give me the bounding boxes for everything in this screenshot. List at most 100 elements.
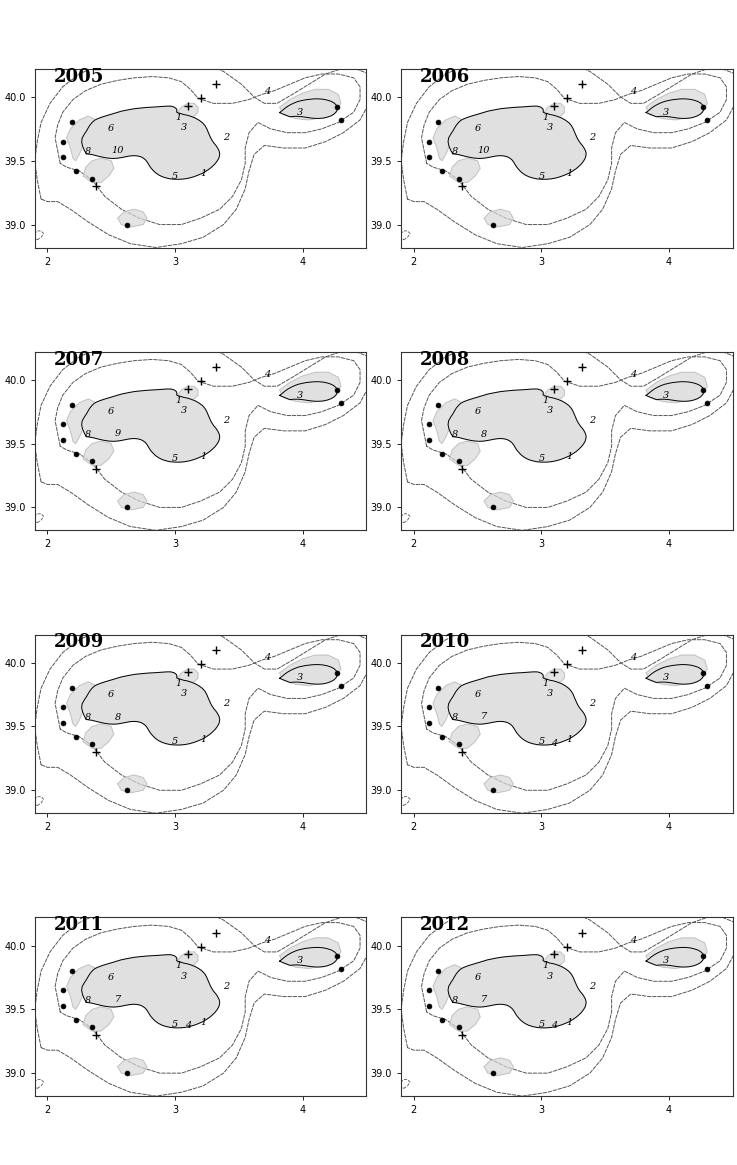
Text: 10: 10 <box>111 146 124 155</box>
Text: 3: 3 <box>297 108 303 116</box>
Polygon shape <box>646 99 704 119</box>
Text: 8: 8 <box>481 430 487 439</box>
Text: 6: 6 <box>108 408 114 416</box>
Text: 1: 1 <box>542 961 548 970</box>
Text: 2012: 2012 <box>420 916 470 934</box>
Polygon shape <box>83 723 113 748</box>
Text: 2006: 2006 <box>420 68 470 86</box>
Text: 7: 7 <box>114 995 121 1003</box>
Polygon shape <box>544 669 565 683</box>
Text: 8: 8 <box>452 996 458 1005</box>
Text: 2: 2 <box>590 416 595 425</box>
Polygon shape <box>484 492 514 510</box>
Text: 3: 3 <box>548 405 553 415</box>
Polygon shape <box>646 90 708 120</box>
Polygon shape <box>450 723 481 748</box>
Text: 3: 3 <box>548 689 553 698</box>
Polygon shape <box>433 965 462 1009</box>
Text: 1: 1 <box>200 169 206 178</box>
Text: 3: 3 <box>181 123 187 132</box>
Polygon shape <box>448 672 586 744</box>
Polygon shape <box>118 492 147 510</box>
Text: 5: 5 <box>172 454 178 464</box>
Text: 6: 6 <box>108 125 114 133</box>
Polygon shape <box>118 210 147 227</box>
Text: 4: 4 <box>264 87 270 97</box>
Text: 1: 1 <box>175 396 182 404</box>
Text: 2: 2 <box>223 982 229 991</box>
Text: 8: 8 <box>114 713 121 722</box>
Text: 1: 1 <box>175 113 182 122</box>
Text: 5: 5 <box>172 737 178 747</box>
Text: 5: 5 <box>538 171 545 181</box>
Polygon shape <box>66 682 96 727</box>
Polygon shape <box>433 682 462 727</box>
Text: 4: 4 <box>630 935 637 945</box>
Text: 5: 5 <box>538 454 545 464</box>
Text: 1: 1 <box>567 452 573 461</box>
Text: 7: 7 <box>481 995 487 1003</box>
Text: 2008: 2008 <box>420 351 470 368</box>
Text: 8: 8 <box>452 713 458 722</box>
Polygon shape <box>450 1007 481 1031</box>
Polygon shape <box>646 382 704 401</box>
Text: 1: 1 <box>200 1017 206 1026</box>
Polygon shape <box>646 664 704 684</box>
Text: 3: 3 <box>663 673 670 683</box>
Polygon shape <box>83 442 113 465</box>
Polygon shape <box>646 372 708 403</box>
Polygon shape <box>646 655 708 686</box>
Text: 2: 2 <box>590 699 595 708</box>
Text: 2: 2 <box>223 416 229 425</box>
Polygon shape <box>329 535 349 546</box>
Polygon shape <box>82 106 220 179</box>
Text: 4: 4 <box>551 1022 557 1030</box>
Text: 7: 7 <box>481 712 487 721</box>
Text: 8: 8 <box>452 147 458 156</box>
Polygon shape <box>279 90 341 120</box>
Text: 2010: 2010 <box>420 634 470 651</box>
Polygon shape <box>313 504 349 524</box>
Text: 4: 4 <box>630 87 637 97</box>
Text: 4: 4 <box>185 1022 191 1030</box>
Polygon shape <box>66 398 96 444</box>
Polygon shape <box>178 104 198 118</box>
Polygon shape <box>118 775 147 793</box>
Polygon shape <box>82 672 220 744</box>
Polygon shape <box>448 955 586 1028</box>
Text: 1: 1 <box>175 961 182 970</box>
Polygon shape <box>279 947 338 967</box>
Text: 4: 4 <box>264 370 270 380</box>
Text: 1: 1 <box>200 452 206 461</box>
Text: 3: 3 <box>297 956 303 966</box>
Text: 9: 9 <box>114 429 121 438</box>
Text: 5: 5 <box>172 1021 178 1029</box>
Polygon shape <box>646 947 704 967</box>
Text: 5: 5 <box>172 171 178 181</box>
Text: 3: 3 <box>663 108 670 116</box>
Polygon shape <box>544 952 565 966</box>
Text: 8: 8 <box>85 713 91 722</box>
Text: 5: 5 <box>538 1021 545 1029</box>
Polygon shape <box>313 788 349 807</box>
Text: 8: 8 <box>85 996 91 1005</box>
Text: 3: 3 <box>663 390 670 400</box>
Polygon shape <box>329 252 349 263</box>
Text: 6: 6 <box>108 973 114 982</box>
Text: 6: 6 <box>108 690 114 699</box>
Text: 2007: 2007 <box>54 351 104 368</box>
Polygon shape <box>544 104 565 118</box>
Polygon shape <box>433 116 462 161</box>
Text: 3: 3 <box>181 689 187 698</box>
Polygon shape <box>279 99 338 119</box>
Polygon shape <box>484 775 514 793</box>
Polygon shape <box>484 1058 514 1075</box>
Text: 3: 3 <box>297 390 303 400</box>
Polygon shape <box>329 1100 349 1113</box>
Text: 8: 8 <box>85 430 91 439</box>
Text: 1: 1 <box>567 1017 573 1026</box>
Text: 2: 2 <box>223 133 229 142</box>
Polygon shape <box>450 442 481 465</box>
Text: 3: 3 <box>548 123 553 132</box>
Text: 3: 3 <box>663 956 670 966</box>
